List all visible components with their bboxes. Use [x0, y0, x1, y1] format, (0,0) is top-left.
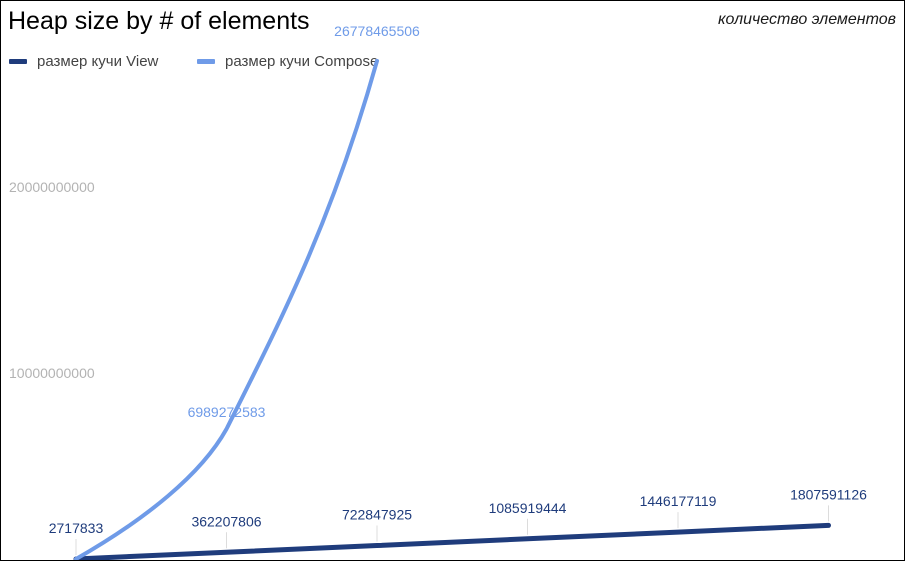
view-data-label-5: 1807591126: [790, 486, 867, 502]
view-data-label-3: 1085919444: [489, 500, 567, 516]
legend-swatch-compose: [197, 59, 215, 64]
series-line-compose: [74, 58, 379, 560]
legend-label-compose: размер кучи Compose: [225, 53, 379, 70]
legend-swatch-view: [9, 59, 27, 64]
chart-title: Heap size by # of elements: [8, 7, 310, 35]
y-tick-label-0: 10000000000: [9, 365, 95, 381]
series-line-view: [73, 522, 831, 560]
view-data-label-1: 362207806: [191, 513, 261, 529]
view-data-label-2: 722847925: [342, 507, 412, 523]
legend-item-compose[interactable]: размер кучи Compose: [197, 53, 378, 70]
compose-data-label-1: 6989272583: [188, 404, 266, 420]
legend-label-view: размер кучи View: [37, 53, 159, 70]
compose-data-label-2: 26778465506: [334, 23, 420, 39]
view-data-label-0: 2717833: [49, 520, 104, 536]
x-axis-label: количество элементов: [717, 11, 896, 28]
y-tick-label-1: 20000000000: [9, 179, 95, 195]
view-data-label-4: 1446177119: [640, 493, 717, 509]
legend-item-view[interactable]: размер кучи View: [9, 53, 158, 70]
